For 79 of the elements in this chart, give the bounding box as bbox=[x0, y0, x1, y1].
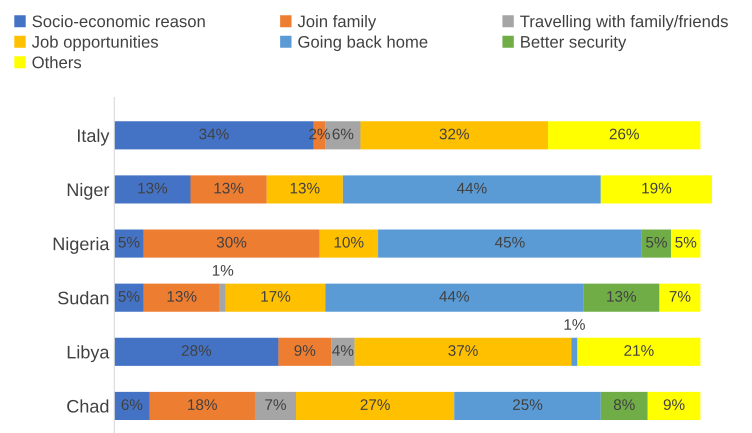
bar bbox=[671, 229, 700, 258]
bar bbox=[571, 338, 578, 366]
data-label: 37% bbox=[448, 345, 478, 356]
bar bbox=[114, 175, 190, 204]
bar bbox=[114, 392, 150, 420]
bar bbox=[577, 338, 700, 366]
bar bbox=[144, 229, 320, 258]
data-label: 6% bbox=[122, 399, 142, 410]
bar bbox=[220, 284, 226, 312]
data-label: 4% bbox=[332, 345, 354, 356]
bar bbox=[454, 392, 601, 420]
legend-label: Travelling with family/friends bbox=[520, 15, 728, 31]
data-label: 13% bbox=[168, 290, 196, 302]
bar bbox=[278, 338, 332, 366]
data-label: 5% bbox=[118, 291, 140, 302]
bar bbox=[144, 284, 220, 312]
data-label: 13% bbox=[607, 290, 636, 302]
y-tick-label: Nigeria bbox=[54, 237, 110, 254]
legend-label: Others bbox=[32, 56, 82, 68]
data-label: 18% bbox=[188, 399, 217, 410]
data-label: 13% bbox=[138, 182, 168, 194]
bar bbox=[319, 229, 378, 258]
bar bbox=[600, 175, 712, 204]
y-tick-label: Italy bbox=[78, 128, 110, 146]
data-label: 1% bbox=[564, 319, 585, 330]
data-label: 7% bbox=[265, 399, 286, 410]
data-label: 9% bbox=[664, 399, 685, 410]
data-label: 9% bbox=[294, 345, 316, 356]
data-label: 7% bbox=[670, 291, 690, 302]
bar bbox=[226, 284, 326, 312]
bar bbox=[342, 175, 601, 204]
data-label: 32% bbox=[440, 128, 469, 140]
bar bbox=[659, 284, 700, 312]
bar bbox=[354, 338, 572, 366]
y-tick-label: Niger bbox=[68, 182, 110, 200]
legend-label: Going back home bbox=[298, 36, 428, 52]
bar bbox=[548, 121, 700, 150]
data-label: 28% bbox=[182, 345, 212, 356]
legend-label: Socio-economic reason bbox=[32, 15, 205, 28]
bar bbox=[114, 338, 278, 366]
data-label: 25% bbox=[512, 399, 542, 410]
bar bbox=[149, 392, 255, 420]
data-label: 5% bbox=[675, 236, 696, 248]
legend-label: Job opportunities bbox=[32, 36, 158, 52]
y-tick-label: Libya bbox=[68, 345, 110, 362]
data-label: 17% bbox=[261, 291, 290, 302]
data-label: 5% bbox=[118, 236, 140, 248]
data-label: 13% bbox=[214, 182, 244, 194]
bar bbox=[254, 392, 296, 420]
data-label: 13% bbox=[290, 182, 320, 194]
data-label: 44% bbox=[439, 291, 469, 302]
bar bbox=[296, 392, 454, 420]
y-tick-label: Chad bbox=[67, 399, 108, 413]
data-label: 8% bbox=[614, 399, 635, 410]
bar bbox=[378, 229, 642, 258]
data-label: 26% bbox=[610, 128, 639, 140]
legend-label: Join family bbox=[298, 15, 376, 31]
data-label: 44% bbox=[456, 182, 487, 194]
y-tick-label: Sudan bbox=[58, 291, 108, 304]
data-label: 10% bbox=[334, 236, 364, 248]
data-label: 5% bbox=[646, 236, 667, 248]
bar bbox=[583, 284, 660, 312]
bar bbox=[360, 121, 548, 150]
data-label: 30% bbox=[216, 236, 246, 248]
bar bbox=[600, 392, 648, 420]
bar bbox=[331, 338, 355, 366]
data-label: 27% bbox=[360, 399, 390, 410]
data-label: 34% bbox=[199, 128, 229, 140]
bar bbox=[266, 175, 343, 204]
data-label: 45% bbox=[494, 236, 525, 248]
data-label: 21% bbox=[624, 345, 654, 356]
bar bbox=[642, 229, 672, 258]
bar bbox=[325, 284, 584, 312]
data-label: 19% bbox=[642, 182, 672, 194]
bar bbox=[648, 392, 700, 420]
data-label: 1% bbox=[212, 265, 234, 276]
legend-label: Better security bbox=[521, 36, 626, 52]
bar bbox=[190, 175, 267, 204]
data-label: 6% bbox=[332, 128, 354, 140]
